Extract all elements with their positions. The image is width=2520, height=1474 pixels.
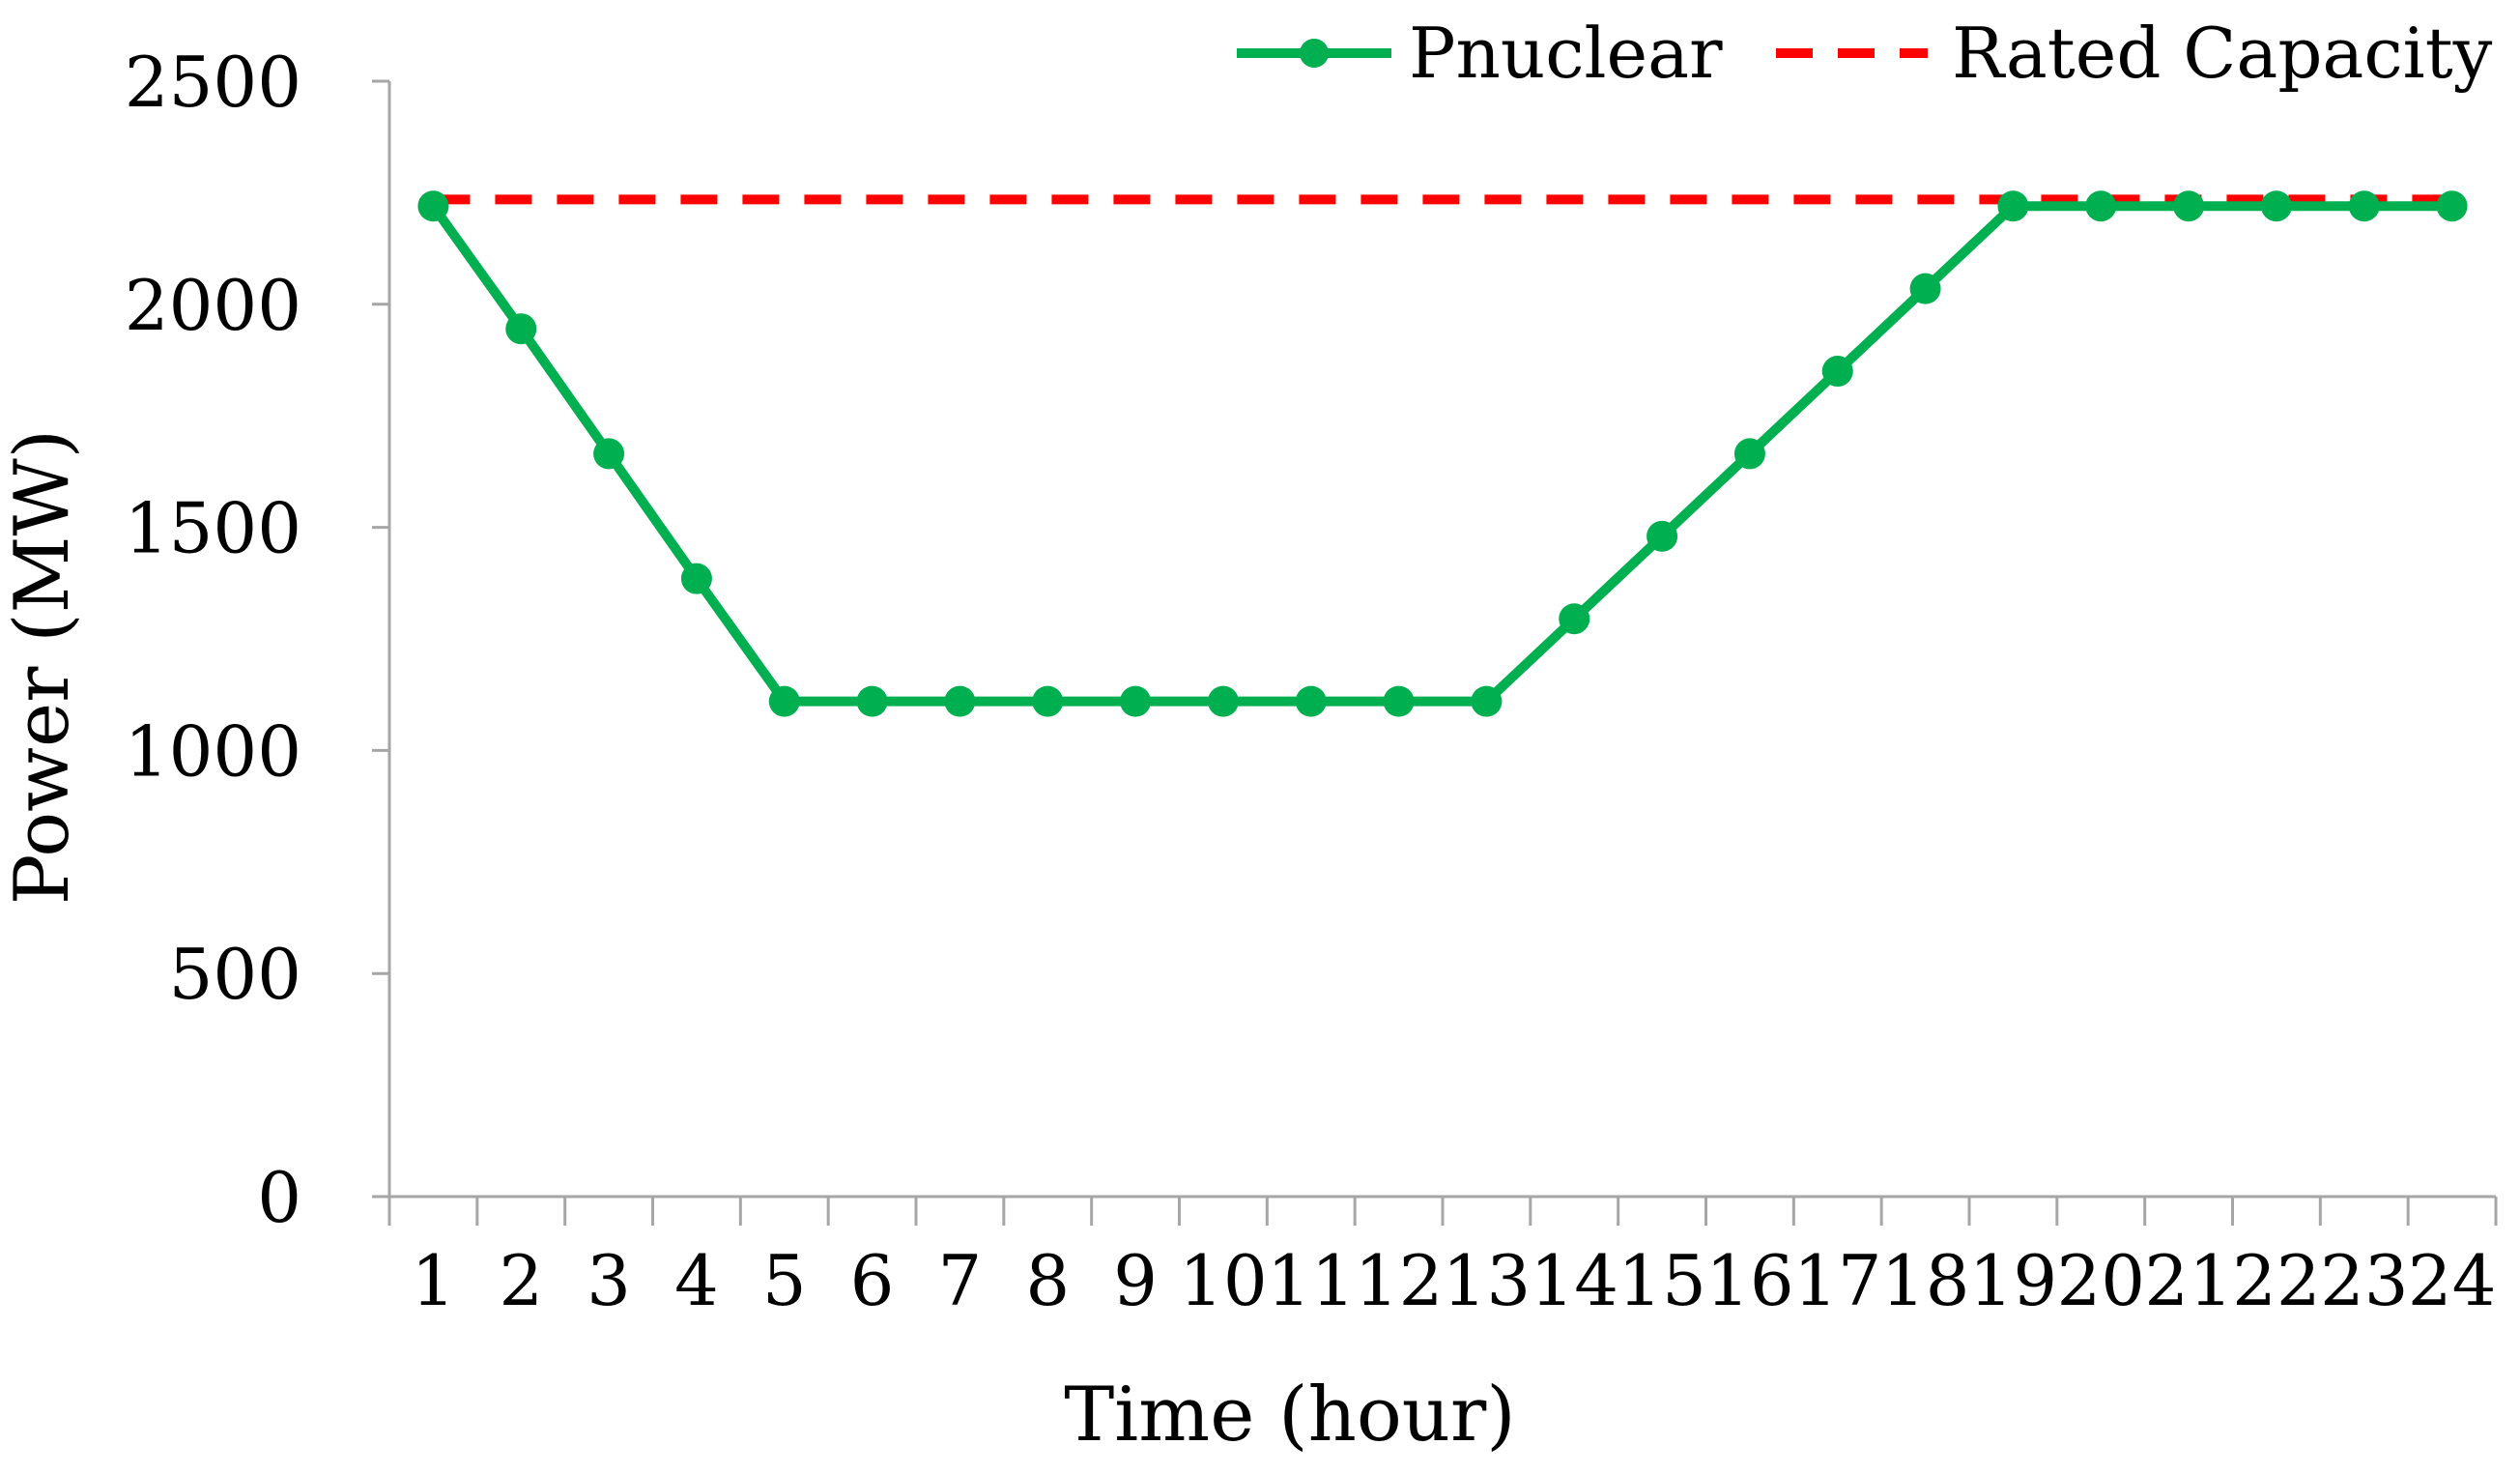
y-tick-label: 1000 [125, 710, 301, 792]
data-point-pnuclear [2173, 190, 2205, 222]
x-tick-label: 17 [1793, 1240, 1882, 1321]
data-point-pnuclear [593, 438, 625, 470]
x-tick-label: 3 [587, 1240, 631, 1321]
y-tick-label: 2000 [125, 265, 301, 346]
data-point-pnuclear [417, 190, 449, 222]
y-axis-ticks: 0 500 1000 1500 2000 2500 [125, 42, 389, 1238]
x-tick-label: 18 [1881, 1240, 1970, 1321]
x-tick-label: 19 [1969, 1240, 2058, 1321]
x-tick-label: 2 [499, 1240, 543, 1321]
series-layer [417, 190, 2468, 717]
x-tick-label: 10 [1179, 1240, 1268, 1321]
data-point-pnuclear [1295, 685, 1327, 717]
x-tick-label: 16 [1705, 1240, 1794, 1321]
x-tick-label: 23 [2320, 1240, 2409, 1321]
legend-marker-pnuclear [1300, 39, 1329, 68]
x-tick-label: 6 [850, 1240, 895, 1321]
y-tick-label: 1500 [125, 488, 301, 569]
data-point-pnuclear [1733, 438, 1765, 470]
x-tick-label: 1 [412, 1240, 456, 1321]
x-tick-label: 8 [1025, 1240, 1070, 1321]
data-point-pnuclear [1207, 685, 1239, 717]
series-line-pnuclear [429, 201, 2452, 707]
legend-item-pnuclear: Pnuclear [1237, 13, 1723, 94]
data-point-pnuclear [1909, 273, 1941, 304]
data-point-pnuclear [768, 685, 800, 717]
x-tick-label: 4 [674, 1240, 719, 1321]
legend: Pnuclear Rated Capacity [1237, 13, 2493, 94]
x-tick-label: 5 [762, 1240, 807, 1321]
x-tick-label: 13 [1443, 1240, 1532, 1321]
x-tick-label: 22 [2232, 1240, 2321, 1321]
x-tick-label: 24 [2408, 1240, 2497, 1321]
data-point-pnuclear [1821, 356, 1853, 388]
data-point-pnuclear [505, 313, 537, 345]
data-point-pnuclear [1383, 685, 1415, 717]
data-point-pnuclear [680, 563, 712, 594]
data-point-pnuclear [1471, 685, 1503, 717]
x-tick-label: 11 [1267, 1240, 1356, 1321]
data-point-pnuclear [1032, 685, 1064, 717]
y-tick-label: 0 [257, 1157, 301, 1238]
data-point-pnuclear [2085, 190, 2117, 222]
axes [387, 81, 2496, 1199]
data-point-pnuclear [1120, 685, 1152, 717]
data-point-pnuclear [2436, 190, 2468, 222]
data-point-pnuclear [944, 685, 976, 717]
data-point-pnuclear [1997, 190, 2029, 222]
data-point-pnuclear [2348, 190, 2380, 222]
data-point-pnuclear [1647, 520, 1678, 552]
x-tick-label: 20 [2056, 1240, 2145, 1321]
y-tick-label: 500 [169, 934, 301, 1015]
x-tick-label: 12 [1355, 1240, 1444, 1321]
x-tick-label: 15 [1618, 1240, 1706, 1321]
data-point-pnuclear [2260, 190, 2292, 222]
legend-label-rated-capacity: Rated Capacity [1952, 13, 2493, 94]
y-tick-label: 2500 [125, 42, 301, 123]
legend-label-pnuclear: Pnuclear [1409, 13, 1723, 94]
x-tick-label: 21 [2144, 1240, 2233, 1321]
x-tick-label: 7 [938, 1240, 983, 1321]
legend-item-rated-capacity: Rated Capacity [1776, 13, 2493, 94]
x-axis-ticks: 1 2 3 4 5 6 7 8 9 10 11 12 13 14 15 16 17 18 19 20 21 22 23 24 [387, 1197, 2498, 1321]
data-point-pnuclear [856, 685, 888, 717]
y-axis-title: Power (MW) [0, 429, 86, 905]
data-point-pnuclear [1559, 603, 1590, 635]
x-axis-title: Time (hour) [1064, 1372, 1515, 1459]
x-tick-label: 14 [1530, 1240, 1618, 1321]
x-tick-label: 9 [1113, 1240, 1158, 1321]
